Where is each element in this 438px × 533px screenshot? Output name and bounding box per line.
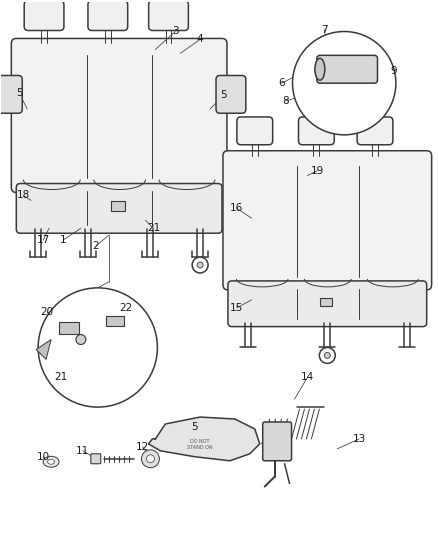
Text: 20: 20 — [41, 306, 54, 317]
Circle shape — [192, 257, 208, 273]
Text: 13: 13 — [353, 434, 366, 444]
FancyBboxPatch shape — [106, 316, 124, 326]
Text: 22: 22 — [119, 303, 132, 313]
FancyBboxPatch shape — [59, 321, 79, 334]
FancyBboxPatch shape — [148, 1, 188, 30]
FancyBboxPatch shape — [91, 454, 101, 464]
Polygon shape — [148, 417, 260, 461]
Text: 21: 21 — [147, 223, 160, 233]
Text: 9: 9 — [391, 66, 397, 76]
FancyBboxPatch shape — [298, 117, 334, 145]
Circle shape — [76, 335, 86, 344]
FancyBboxPatch shape — [0, 76, 22, 113]
Text: 17: 17 — [36, 235, 50, 245]
Circle shape — [324, 352, 330, 358]
FancyBboxPatch shape — [216, 76, 246, 113]
Text: 18: 18 — [17, 190, 30, 200]
Text: 5: 5 — [221, 90, 227, 100]
Text: 5: 5 — [16, 88, 23, 98]
Circle shape — [141, 450, 159, 468]
FancyBboxPatch shape — [237, 117, 273, 145]
Text: 11: 11 — [76, 446, 89, 456]
FancyBboxPatch shape — [11, 38, 227, 192]
Text: 2: 2 — [92, 241, 99, 251]
Text: 12: 12 — [136, 442, 149, 452]
FancyBboxPatch shape — [223, 151, 431, 290]
FancyBboxPatch shape — [263, 422, 292, 461]
Text: 8: 8 — [282, 96, 289, 106]
Circle shape — [197, 262, 203, 268]
Circle shape — [293, 31, 396, 135]
Circle shape — [146, 455, 155, 463]
Text: 6: 6 — [278, 78, 285, 88]
Circle shape — [38, 288, 157, 407]
FancyBboxPatch shape — [24, 1, 64, 30]
FancyBboxPatch shape — [111, 201, 125, 211]
Text: 10: 10 — [36, 452, 49, 462]
Text: 21: 21 — [54, 372, 67, 382]
Text: 14: 14 — [301, 372, 314, 382]
Text: 3: 3 — [172, 27, 179, 36]
FancyBboxPatch shape — [228, 281, 427, 327]
Ellipse shape — [48, 459, 55, 464]
Text: 1: 1 — [60, 235, 66, 245]
Text: 4: 4 — [197, 35, 203, 44]
FancyBboxPatch shape — [16, 183, 222, 233]
Text: 7: 7 — [321, 25, 328, 35]
Text: 16: 16 — [230, 204, 244, 213]
Text: 15: 15 — [230, 303, 244, 313]
FancyBboxPatch shape — [317, 55, 378, 83]
Text: DO NOT: DO NOT — [191, 439, 210, 445]
Text: 5: 5 — [191, 422, 198, 432]
FancyBboxPatch shape — [357, 117, 393, 145]
FancyBboxPatch shape — [88, 1, 128, 30]
Ellipse shape — [315, 58, 325, 80]
Text: 19: 19 — [311, 166, 324, 175]
FancyBboxPatch shape — [320, 298, 332, 306]
Ellipse shape — [43, 456, 59, 467]
Text: STAND ON: STAND ON — [187, 446, 213, 450]
Circle shape — [319, 348, 335, 364]
Polygon shape — [36, 340, 51, 359]
